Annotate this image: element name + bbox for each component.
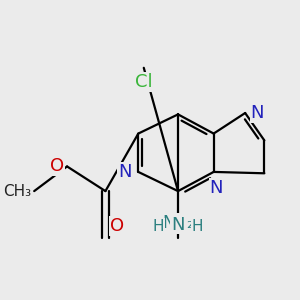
Text: N: N [171,216,185,234]
Text: N: N [250,104,264,122]
Text: O: O [50,158,64,175]
Text: H: H [192,219,203,234]
Text: Cl: Cl [135,73,153,91]
Text: H: H [153,219,164,234]
Text: NH₂: NH₂ [162,214,194,232]
Text: O: O [110,217,124,235]
Text: CH₃: CH₃ [3,184,32,199]
Text: N: N [118,163,131,181]
Text: N: N [210,179,223,197]
